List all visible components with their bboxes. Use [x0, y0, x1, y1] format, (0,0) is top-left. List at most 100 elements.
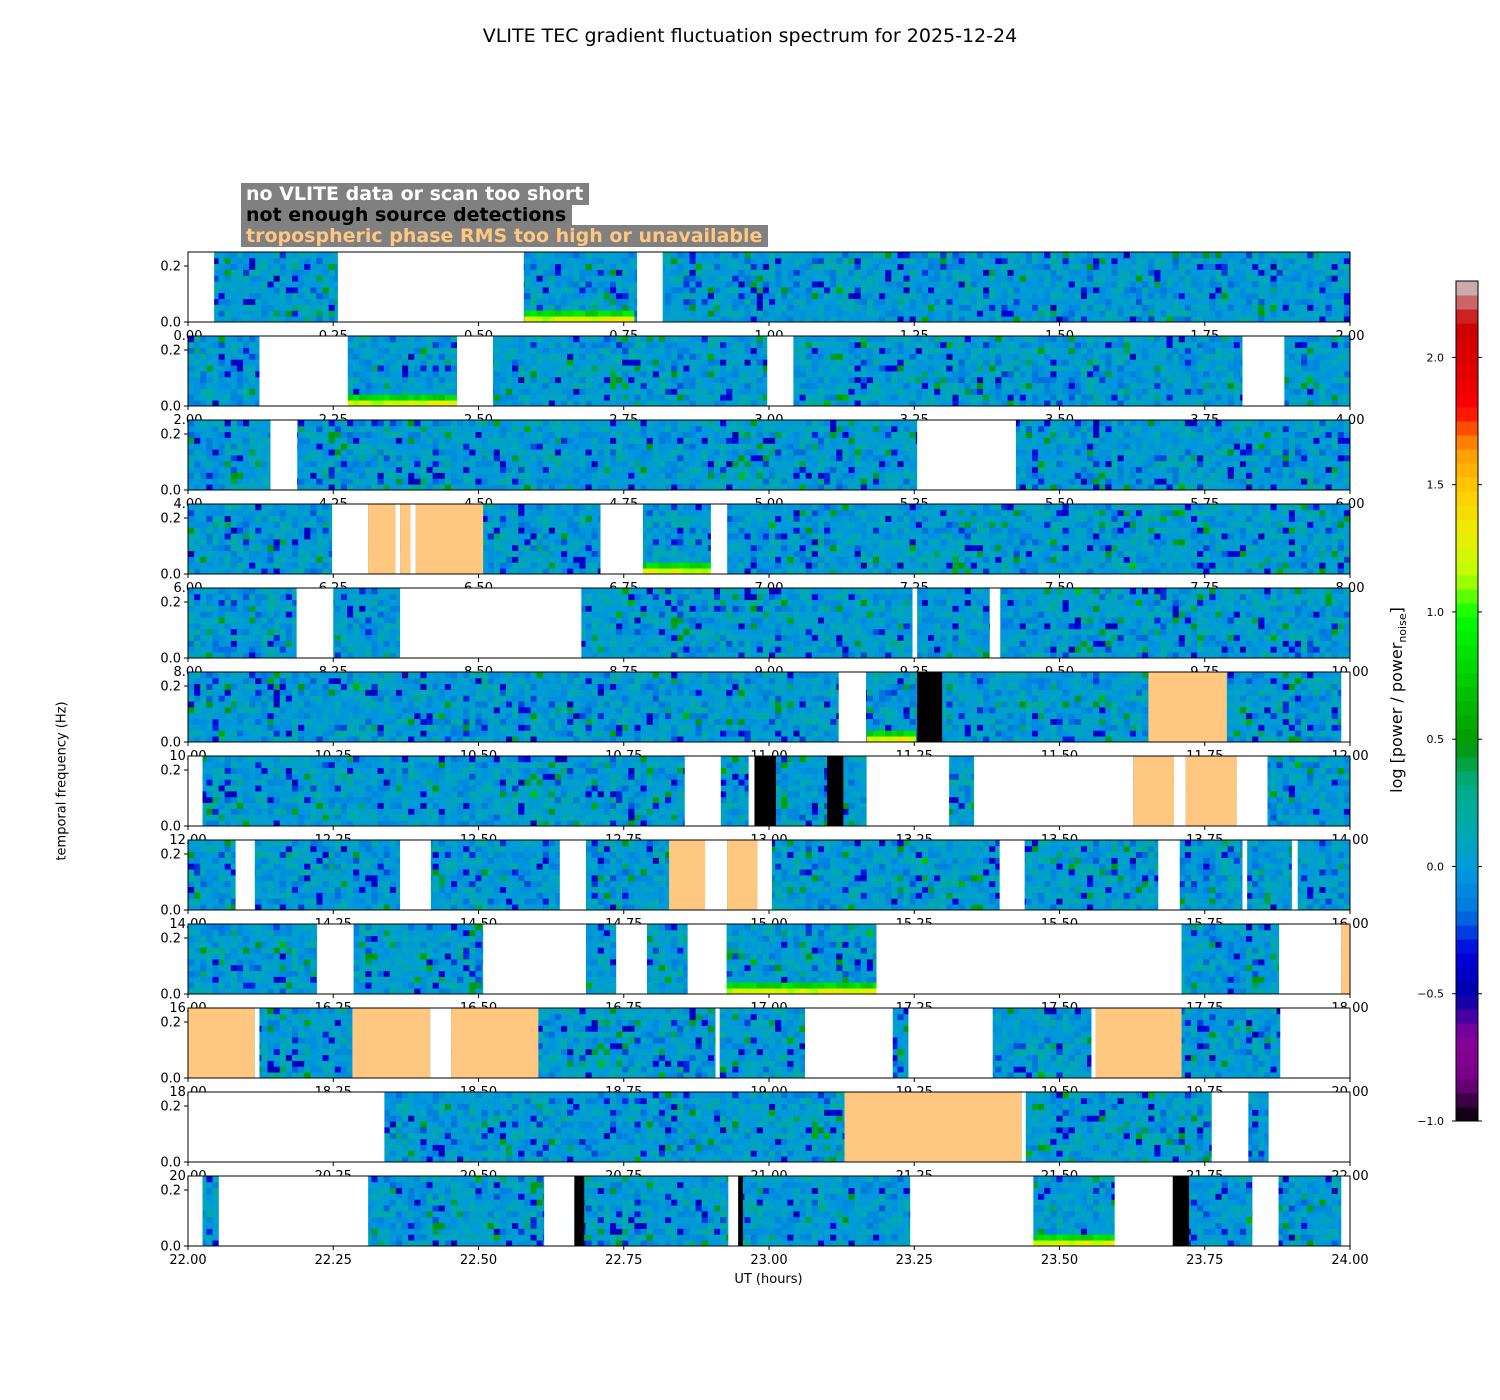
spectrum-cell [261, 443, 268, 449]
spectrum-cell [292, 310, 299, 316]
spectrum-cell [537, 383, 544, 389]
spectrum-cell [1326, 342, 1333, 348]
spectrum-cell [757, 281, 764, 287]
spectrum-cell [757, 383, 764, 389]
spectrum-cell [237, 455, 244, 461]
spectrum-cell [1313, 316, 1320, 322]
spectrum-cell [971, 293, 978, 299]
spectrum-cell [427, 336, 434, 342]
spectrum-cell [1301, 348, 1308, 354]
spectrum-cell [1142, 299, 1149, 305]
spectrum-cell [720, 389, 727, 395]
spectrum-cell [1215, 365, 1222, 371]
spectrum-cell [897, 275, 904, 281]
spectrum-cell [573, 316, 580, 322]
spectrum-cell [237, 371, 244, 377]
spectrum-cell [396, 336, 403, 342]
spectrum-cell [1197, 342, 1204, 348]
spectrum-cell [842, 400, 849, 406]
spectrum-cell [1075, 264, 1082, 270]
spectrum-cell [524, 281, 531, 287]
spectrum-cell [1167, 365, 1174, 371]
spectrum-cell [983, 270, 990, 276]
spectrum-cell [1050, 348, 1057, 354]
spectrum-cell [995, 252, 1002, 258]
spectrum-cell [1313, 394, 1320, 400]
spectrum-cell [647, 342, 654, 348]
spectrum-cell [842, 371, 849, 377]
spectrum-cell [775, 264, 782, 270]
spectrum-cell [212, 400, 219, 406]
spectrum-cell [1215, 377, 1222, 383]
spectrum-cell [329, 305, 336, 311]
spectrum-cell [653, 371, 660, 377]
spectrum-cell [634, 359, 641, 365]
spectrum-cell [1087, 383, 1094, 389]
spectrum-cell [579, 293, 586, 299]
spectrum-cell [842, 342, 849, 348]
spectrum-cell [842, 354, 849, 360]
spectrum-cell [812, 359, 819, 365]
spectrum-cell [683, 281, 690, 287]
spectrum-cell [1167, 389, 1174, 395]
spectrum-cell [1319, 293, 1326, 299]
spectrum-cell [1240, 275, 1247, 281]
spectrum-cell [665, 281, 672, 287]
spectrum-cell [579, 336, 586, 342]
spectrum-cell [1264, 287, 1271, 293]
spectrum-cell [249, 400, 256, 406]
spectrum-cell [1020, 400, 1027, 406]
spectrum-cell [952, 299, 959, 305]
spectrum-cell [604, 252, 611, 258]
spectrum-cell [225, 371, 232, 377]
spectrum-cell [1069, 342, 1076, 348]
spectrum-cell [849, 342, 856, 348]
spectrum-cell [622, 299, 629, 305]
spectrum-cell [188, 389, 195, 395]
spectrum-cell [787, 293, 794, 299]
spectrum-cell [940, 316, 947, 322]
spectrum-cell [1222, 383, 1229, 389]
spectrum-cell [769, 264, 776, 270]
spectrum-cell [628, 359, 635, 365]
spectrum-cell [714, 389, 721, 395]
spectrum-cell [420, 371, 427, 377]
spectrum-cell [1215, 270, 1222, 276]
spectrum-cell [757, 310, 764, 316]
spectrum-cell [1111, 365, 1118, 371]
spectrum-cell [745, 394, 752, 400]
spectrum-cell [1081, 275, 1088, 281]
spectrum-cell [904, 342, 911, 348]
spectrum-cell [194, 394, 201, 400]
spectrum-cell [763, 252, 770, 258]
spectrum-cell [237, 467, 244, 473]
spectrum-cell [530, 365, 537, 371]
spectrum-cell [616, 293, 623, 299]
spectrum-cell [989, 310, 996, 316]
spectrum-cell [757, 258, 764, 264]
spectrum-cell [1050, 316, 1057, 322]
spectrum-cell [910, 316, 917, 322]
spectrum-cell [1026, 348, 1033, 354]
spectrum-cell [323, 293, 330, 299]
spectrum-cell [849, 336, 856, 342]
spectrum-cell [1295, 287, 1302, 293]
spectrum-cell [634, 377, 641, 383]
spectrum-cell [335, 426, 342, 432]
spectrum-cell [1167, 394, 1174, 400]
spectrum-cell [1020, 377, 1027, 383]
spectrum-cell [1001, 258, 1008, 264]
spectrum-cell [1215, 310, 1222, 316]
spectrum-cell [506, 400, 513, 406]
spectrum-cell [1167, 359, 1174, 365]
spectrum-cell [439, 359, 446, 365]
spectrum-cell [1313, 383, 1320, 389]
spectrum-cell [1228, 377, 1235, 383]
spectrum-cell [824, 359, 831, 365]
spectrum-cell [1136, 354, 1143, 360]
spectrum-cell [231, 264, 238, 270]
spectrum-cell [524, 270, 531, 276]
spectrum-cell [304, 443, 311, 449]
spectrum-cell [1209, 281, 1216, 287]
spectrum-cell [439, 383, 446, 389]
